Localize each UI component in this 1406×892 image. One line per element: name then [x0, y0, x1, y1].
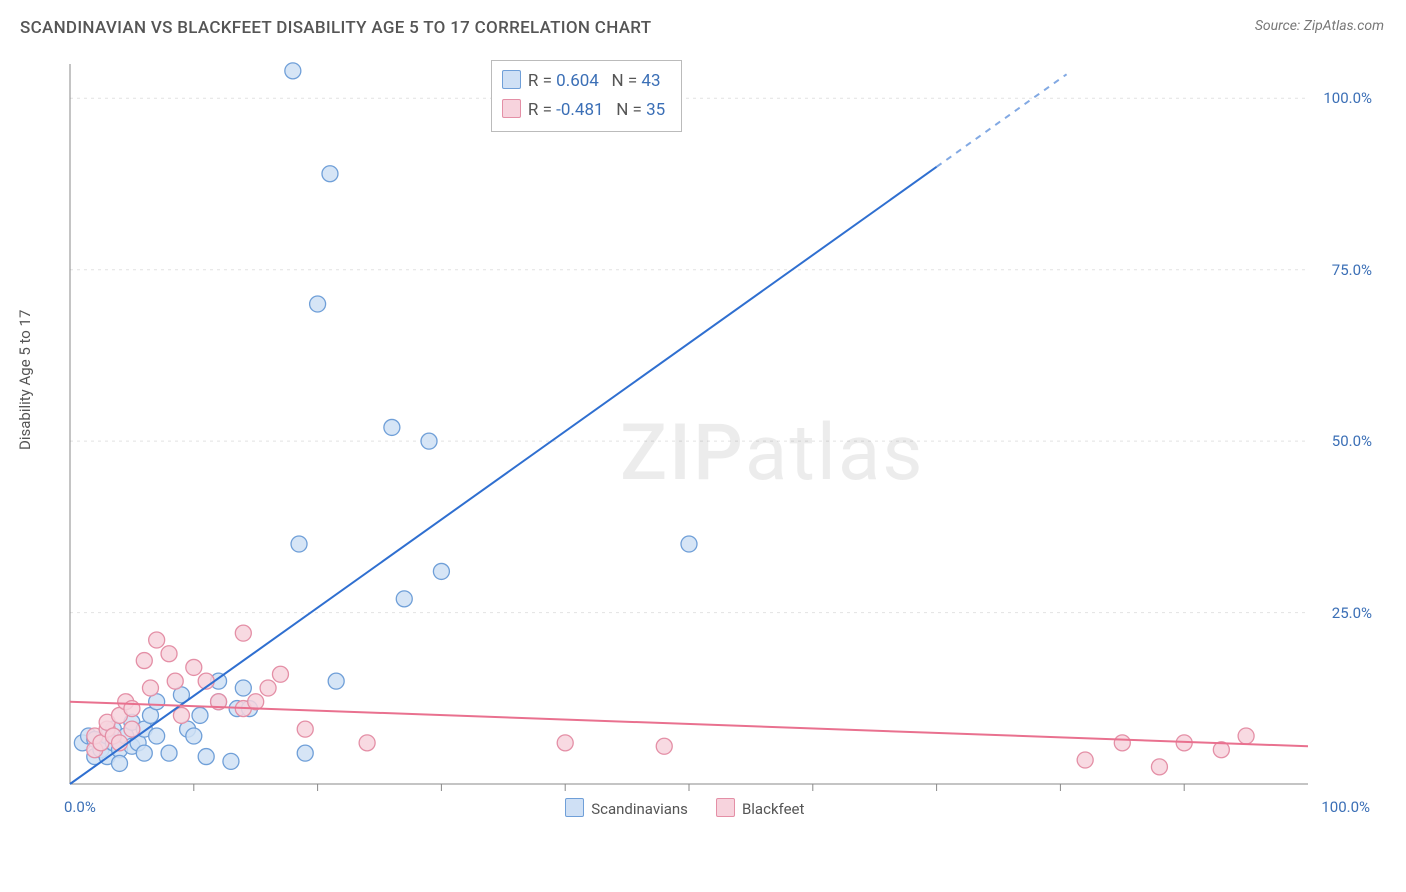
- correlation-stats-box: R = 0.604 N = 43R = -0.481 N = 35: [491, 60, 682, 132]
- y-tick-label: 75.0%: [1332, 261, 1372, 279]
- y-tick-label: 100.0%: [1323, 89, 1372, 107]
- legend-item: Scandinavians: [565, 798, 688, 818]
- y-tick-label: 50.0%: [1332, 432, 1372, 450]
- y-axis-label: Disability Age 5 to 17: [16, 310, 34, 450]
- source-attribution: Source: ZipAtlas.com: [1255, 18, 1384, 34]
- chart-title: SCANDINAVIAN VS BLACKFEET DISABILITY AGE…: [20, 18, 651, 38]
- y-tick-label: 25.0%: [1332, 604, 1372, 622]
- x-tick-label: 100.0%: [1321, 798, 1370, 816]
- scatter-plot: ZIPatlas R = 0.604 N = 43R = -0.481 N = …: [60, 58, 1380, 828]
- stats-row: R = -0.481 N = 35: [502, 96, 665, 125]
- series-legend: Scandinavians Blackfeet: [565, 798, 804, 818]
- plot-svg: [60, 58, 1380, 828]
- legend-item: Blackfeet: [716, 798, 804, 818]
- x-tick-label: 0.0%: [64, 798, 96, 816]
- stats-row: R = 0.604 N = 43: [502, 67, 665, 96]
